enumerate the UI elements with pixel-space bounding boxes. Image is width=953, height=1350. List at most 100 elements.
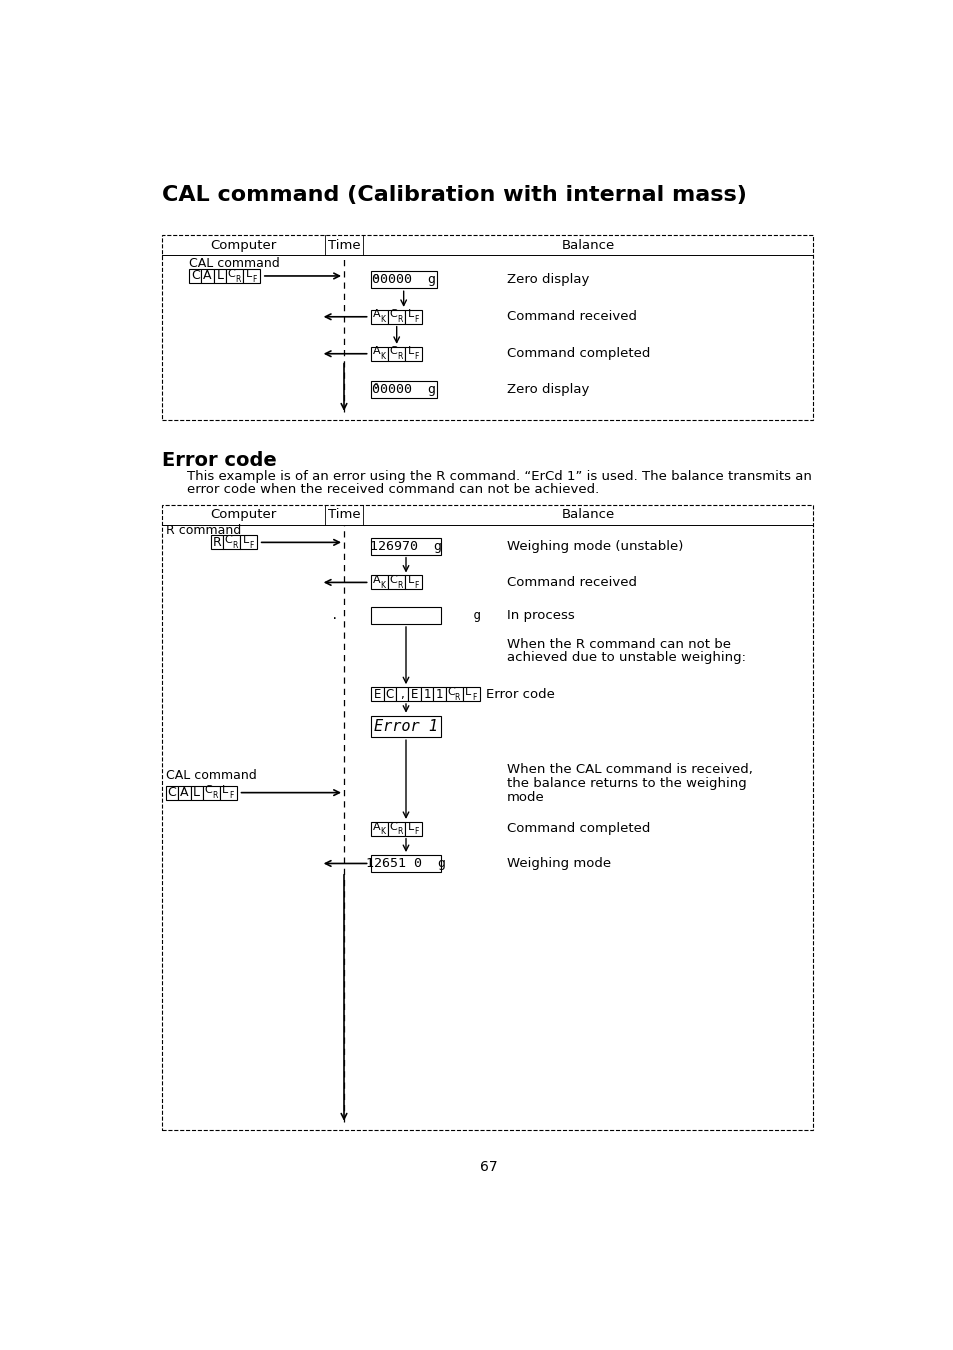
Text: L: L xyxy=(407,822,414,832)
Text: L: L xyxy=(216,270,223,282)
Text: 12651 0  g: 12651 0 g xyxy=(366,857,446,869)
Text: L: L xyxy=(407,347,414,356)
Bar xyxy=(211,536,223,549)
Text: 126970  g: 126970 g xyxy=(370,540,441,552)
Text: Error 1: Error 1 xyxy=(374,720,437,734)
Text: R command: R command xyxy=(166,524,241,536)
Text: the balance returns to the weighing: the balance returns to the weighing xyxy=(506,776,745,790)
Text: Error code: Error code xyxy=(162,451,276,470)
Text: F: F xyxy=(230,791,233,801)
Bar xyxy=(162,505,812,1130)
Text: CAL command: CAL command xyxy=(189,256,279,270)
Text: R: R xyxy=(396,580,402,590)
Bar xyxy=(371,608,440,624)
Text: R: R xyxy=(396,828,402,837)
Bar xyxy=(388,310,405,324)
Text: K: K xyxy=(380,828,385,837)
Text: K: K xyxy=(380,580,385,590)
Bar xyxy=(223,536,240,549)
Text: A: A xyxy=(180,786,189,799)
Bar xyxy=(445,687,462,701)
Bar xyxy=(213,269,226,284)
Bar xyxy=(395,687,408,701)
Text: L: L xyxy=(407,575,414,585)
Text: In process: In process xyxy=(506,609,574,622)
Bar xyxy=(388,347,405,360)
Text: L: L xyxy=(222,786,229,795)
Text: When the R command can not be: When the R command can not be xyxy=(506,637,730,651)
Text: When the CAL command is received,: When the CAL command is received, xyxy=(506,763,752,776)
Text: R: R xyxy=(454,693,459,702)
Bar xyxy=(462,687,479,701)
Text: Weighing mode: Weighing mode xyxy=(506,857,610,869)
Bar xyxy=(371,310,388,324)
Text: A: A xyxy=(203,270,212,282)
Bar xyxy=(371,271,436,289)
Bar xyxy=(162,235,812,420)
Text: achieved due to unstable weighing:: achieved due to unstable weighing: xyxy=(506,652,745,664)
Text: L: L xyxy=(193,786,200,799)
Text: CAL command (Calibration with internal mass): CAL command (Calibration with internal m… xyxy=(162,185,746,205)
Bar xyxy=(433,687,445,701)
Text: Computer: Computer xyxy=(210,239,276,251)
Text: error code when the received command can not be achieved.: error code when the received command can… xyxy=(187,483,598,495)
Bar xyxy=(371,687,383,701)
Text: C: C xyxy=(385,687,394,701)
Text: K: K xyxy=(380,352,385,362)
Bar xyxy=(405,822,422,836)
Bar xyxy=(371,575,388,590)
Text: K: K xyxy=(380,316,385,324)
Text: A: A xyxy=(373,822,380,832)
Text: .                  g: . g xyxy=(331,609,480,622)
Text: F: F xyxy=(415,828,418,837)
Bar xyxy=(371,855,440,872)
Bar xyxy=(243,269,260,284)
Text: Time: Time xyxy=(327,508,360,521)
Text: Command completed: Command completed xyxy=(506,347,649,360)
Bar xyxy=(420,687,433,701)
Text: F: F xyxy=(253,274,256,284)
Bar xyxy=(388,822,405,836)
Text: Balance: Balance xyxy=(561,508,614,521)
Bar xyxy=(388,575,405,590)
Text: R: R xyxy=(232,541,237,549)
Text: A: A xyxy=(373,575,380,585)
Text: C: C xyxy=(168,786,176,799)
Text: 1: 1 xyxy=(423,687,430,701)
Text: R: R xyxy=(234,274,240,284)
Bar xyxy=(371,381,436,398)
Text: C: C xyxy=(224,535,233,545)
Text: E: E xyxy=(374,687,380,701)
Bar xyxy=(405,575,422,590)
Bar xyxy=(226,269,243,284)
Bar xyxy=(203,786,220,799)
Bar xyxy=(405,347,422,360)
Text: L: L xyxy=(407,309,414,320)
Bar xyxy=(178,786,191,799)
Text: Command received: Command received xyxy=(506,310,636,323)
Text: Weighing mode (unstable): Weighing mode (unstable) xyxy=(506,540,682,552)
Text: A: A xyxy=(373,309,380,320)
Text: R: R xyxy=(212,791,217,801)
Text: L: L xyxy=(245,269,252,278)
Text: L: L xyxy=(242,535,249,545)
Bar xyxy=(201,269,213,284)
Text: 00000  g: 00000 g xyxy=(372,382,436,396)
Text: mode: mode xyxy=(506,791,544,803)
Text: C: C xyxy=(204,786,212,795)
Text: R: R xyxy=(213,536,221,549)
Text: C: C xyxy=(447,687,455,697)
Bar xyxy=(371,347,388,360)
Text: C: C xyxy=(228,269,235,278)
Bar xyxy=(405,310,422,324)
Text: C: C xyxy=(390,575,397,585)
Bar xyxy=(371,537,440,555)
Bar xyxy=(189,269,201,284)
Bar xyxy=(408,687,420,701)
Bar xyxy=(166,786,178,799)
Text: R: R xyxy=(396,316,402,324)
Text: 1: 1 xyxy=(436,687,442,701)
Text: F: F xyxy=(250,541,253,549)
Bar xyxy=(220,786,236,799)
Text: Zero display: Zero display xyxy=(506,273,589,286)
